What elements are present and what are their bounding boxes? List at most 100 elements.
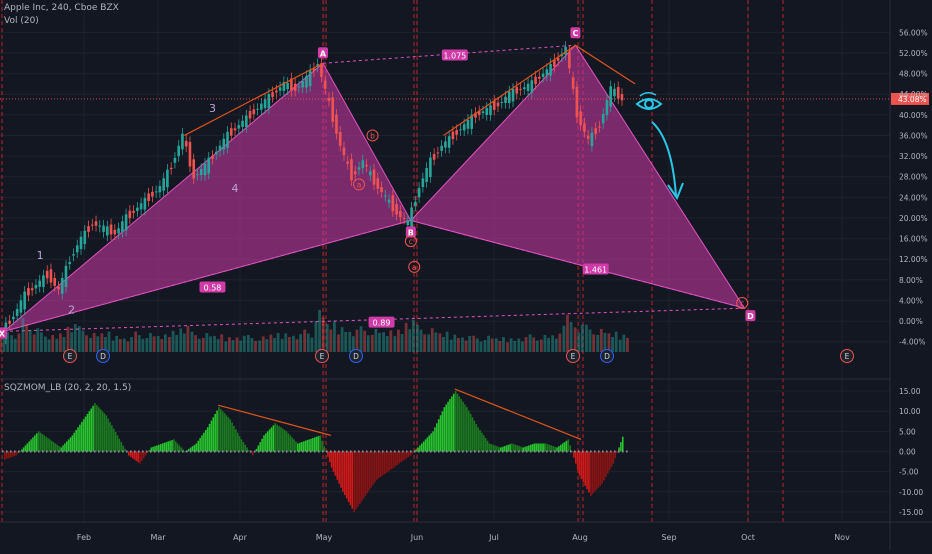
squeeze-dot (278, 450, 280, 453)
volume-bar (472, 335, 476, 352)
price-tick-label: 36.00% (899, 131, 928, 140)
candle-body (368, 171, 372, 176)
candle-body (290, 78, 293, 91)
squeeze-dot (534, 450, 536, 453)
squeeze-dot (110, 450, 112, 453)
momentum-bar (11, 451, 14, 457)
volume-bar (438, 333, 442, 352)
candle-body (323, 80, 327, 89)
volume-bar (141, 338, 145, 352)
momentum-bar (385, 451, 387, 473)
candle-body (312, 68, 316, 72)
momentum-bar (137, 451, 139, 463)
momentum-bar (436, 423, 438, 452)
volume-bar (299, 334, 303, 352)
volume-bar (13, 338, 17, 352)
momentum-bar (235, 429, 237, 452)
momentum-bar (212, 417, 215, 452)
momentum-bar (454, 391, 457, 452)
squeeze-dot (230, 450, 232, 453)
momentum-bar (458, 396, 461, 452)
candle-body (42, 275, 45, 287)
squeeze-dot (218, 450, 220, 453)
momentum-bar (62, 445, 64, 452)
momentum-bar (56, 444, 59, 452)
squeeze-dot (626, 450, 628, 453)
volume-bar (378, 332, 381, 352)
volume-bar (385, 336, 389, 352)
volume-bar (231, 340, 235, 352)
momentum-bar (571, 451, 573, 453)
momentum-bar (195, 443, 198, 452)
symbol-title[interactable]: Apple Inc, 240, Cboe BZX (4, 3, 119, 13)
momentum-bar (114, 432, 117, 452)
momentum-bar (452, 393, 455, 452)
momentum-bar (261, 438, 263, 452)
volume-bar (603, 332, 607, 352)
volume-bar (382, 332, 385, 352)
volume-bar (592, 334, 596, 352)
momentum-bar (343, 451, 346, 496)
squeeze-dot (246, 450, 248, 453)
volume-indicator-label[interactable]: Vol (20) (4, 16, 39, 26)
volume-bar (220, 334, 224, 352)
eye-icon[interactable] (635, 92, 663, 110)
squeeze-dot (274, 450, 276, 453)
candle-body (346, 161, 350, 164)
momentum-bar (278, 425, 280, 452)
ratio-line-xb (3, 220, 411, 332)
momentum-bar (501, 446, 504, 452)
momentum-bar (295, 441, 297, 452)
momentum-bar (575, 451, 577, 464)
volume-bar (51, 335, 55, 352)
wave-label: 1 (37, 249, 44, 262)
price-tick-label: 48.00% (899, 70, 928, 79)
momentum-bar (178, 445, 181, 452)
squeeze-dot (562, 450, 564, 453)
momentum-bar (127, 451, 130, 456)
squeeze-dot (406, 450, 408, 453)
price-tick-label: 16.00% (899, 235, 928, 244)
volume-bar (145, 338, 149, 352)
eye-icon-pupil (644, 99, 654, 109)
candle-body (15, 309, 19, 316)
squeeze-dot (94, 450, 96, 453)
volume-bar (104, 337, 107, 352)
volume-bar (558, 333, 562, 352)
squeeze-dot (34, 450, 36, 453)
momentum-tick-label: -10.00 (899, 488, 923, 497)
momentum-bar (345, 451, 348, 499)
momentum-bar (603, 451, 605, 481)
candle-body (447, 136, 451, 148)
momentum-bar (283, 430, 286, 452)
momentum-bar (32, 437, 34, 452)
candle-body (425, 168, 428, 183)
momentum-bar (349, 451, 352, 506)
trend-line-1 (184, 62, 324, 136)
volume-bar (445, 331, 449, 352)
candle-body (357, 167, 361, 170)
momentum-indicator-label[interactable]: SQZMOM_LB (20, 2, 20, 1.5) (4, 383, 132, 393)
squeeze-dot (434, 450, 436, 453)
volume-bar (517, 338, 521, 352)
momentum-bar (451, 396, 453, 452)
squeeze-dot (6, 450, 8, 453)
candle-body (162, 178, 165, 191)
volume-bar (397, 329, 400, 352)
volume-bar (585, 324, 588, 352)
momentum-bar (129, 451, 132, 457)
squeeze-dot (618, 450, 620, 453)
squeeze-dot (86, 450, 88, 453)
candle-body (305, 76, 308, 88)
candle-body (72, 254, 75, 256)
volume-bar (408, 329, 412, 352)
price-tick-label: 4.00% (899, 296, 923, 305)
candle-body (500, 101, 504, 103)
volume-bar (562, 325, 566, 352)
momentum-bar (520, 446, 523, 452)
candle-body (477, 111, 481, 115)
squeeze-dot (570, 450, 572, 453)
squeeze-dot (354, 450, 356, 453)
